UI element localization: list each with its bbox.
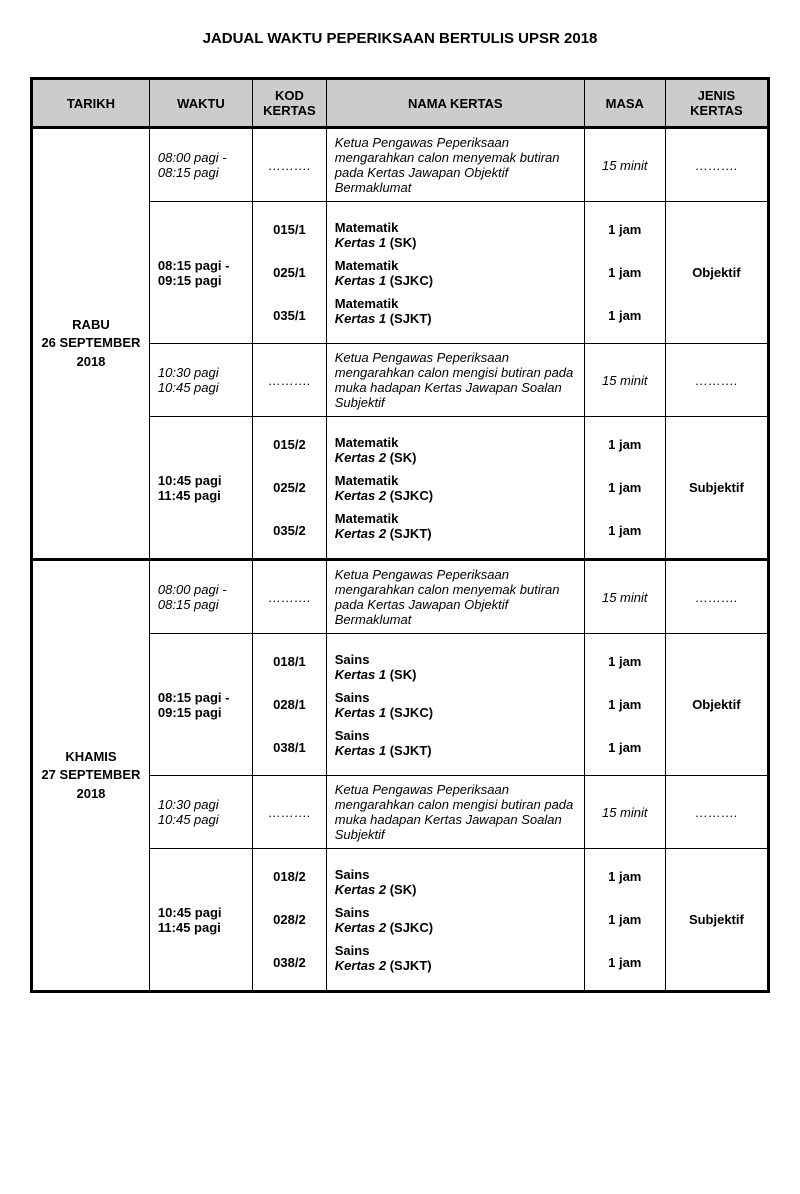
kod-cell: ………. [253,776,327,849]
masa-cell: 15 minit [584,128,665,202]
masa-cell: 15 minit [584,560,665,634]
jenis-cell: Objektif [665,202,768,344]
col-nama: NAMA KERTAS [326,79,584,128]
waktu-cell: 10:30 pagi10:45 pagi [149,776,252,849]
masa-cell: 1 jam1 jam1 jam [584,417,665,560]
kod-cell: 018/2028/2038/2 [253,849,327,992]
table-body: RABU26 SEPTEMBER201808:00 pagi -08:15 pa… [32,128,769,992]
jenis-cell: Subjektif [665,417,768,560]
kod-cell: 018/1028/1038/1 [253,634,327,776]
masa-cell: 15 minit [584,776,665,849]
nama-cell: Ketua Pengawas Peperiksaan mengarahkan c… [326,776,584,849]
kod-cell: 015/1025/1035/1 [253,202,327,344]
kod-cell: ………. [253,560,327,634]
waktu-cell: 08:00 pagi -08:15 pagi [149,128,252,202]
jenis-cell: ………. [665,560,768,634]
date-cell: RABU26 SEPTEMBER2018 [32,128,150,560]
table-header: TARIKH WAKTU KOD KERTAS NAMA KERTAS MASA… [32,79,769,128]
table-row: RABU26 SEPTEMBER201808:00 pagi -08:15 pa… [32,128,769,202]
waktu-cell: 08:15 pagi -09:15 pagi [149,634,252,776]
waktu-cell: 10:30 pagi10:45 pagi [149,344,252,417]
nama-cell: SainsKertas 2 (SK)SainsKertas 2 (SJKC)Sa… [326,849,584,992]
jenis-cell: ………. [665,128,768,202]
col-kod: KOD KERTAS [253,79,327,128]
masa-cell: 1 jam1 jam1 jam [584,849,665,992]
kod-cell: 015/2025/2035/2 [253,417,327,560]
masa-cell: 15 minit [584,344,665,417]
kod-cell: ………. [253,128,327,202]
waktu-cell: 08:00 pagi -08:15 pagi [149,560,252,634]
exam-schedule-table: TARIKH WAKTU KOD KERTAS NAMA KERTAS MASA… [30,77,770,993]
table-row: KHAMIS27 SEPTEMBER201808:00 pagi -08:15 … [32,560,769,634]
col-jenis: JENIS KERTAS [665,79,768,128]
nama-cell: MatematikKertas 1 (SK)MatematikKertas 1 … [326,202,584,344]
jenis-cell: Objektif [665,634,768,776]
kod-cell: ………. [253,344,327,417]
nama-cell: MatematikKertas 2 (SK)MatematikKertas 2 … [326,417,584,560]
nama-cell: Ketua Pengawas Peperiksaan mengarahkan c… [326,560,584,634]
jenis-cell: Subjektif [665,849,768,992]
waktu-cell: 10:45 pagi11:45 pagi [149,849,252,992]
waktu-cell: 08:15 pagi -09:15 pagi [149,202,252,344]
masa-cell: 1 jam1 jam1 jam [584,634,665,776]
jenis-cell: ………. [665,776,768,849]
nama-cell: SainsKertas 1 (SK)SainsKertas 1 (SJKC)Sa… [326,634,584,776]
waktu-cell: 10:45 pagi11:45 pagi [149,417,252,560]
date-cell: KHAMIS27 SEPTEMBER2018 [32,560,150,992]
col-tarikh: TARIKH [32,79,150,128]
col-waktu: WAKTU [149,79,252,128]
document-title: JADUAL WAKTU PEPERIKSAAN BERTULIS UPSR 2… [30,30,770,47]
nama-cell: Ketua Pengawas Peperiksaan mengarahkan c… [326,128,584,202]
nama-cell: Ketua Pengawas Peperiksaan mengarahkan c… [326,344,584,417]
masa-cell: 1 jam1 jam1 jam [584,202,665,344]
col-masa: MASA [584,79,665,128]
jenis-cell: ………. [665,344,768,417]
